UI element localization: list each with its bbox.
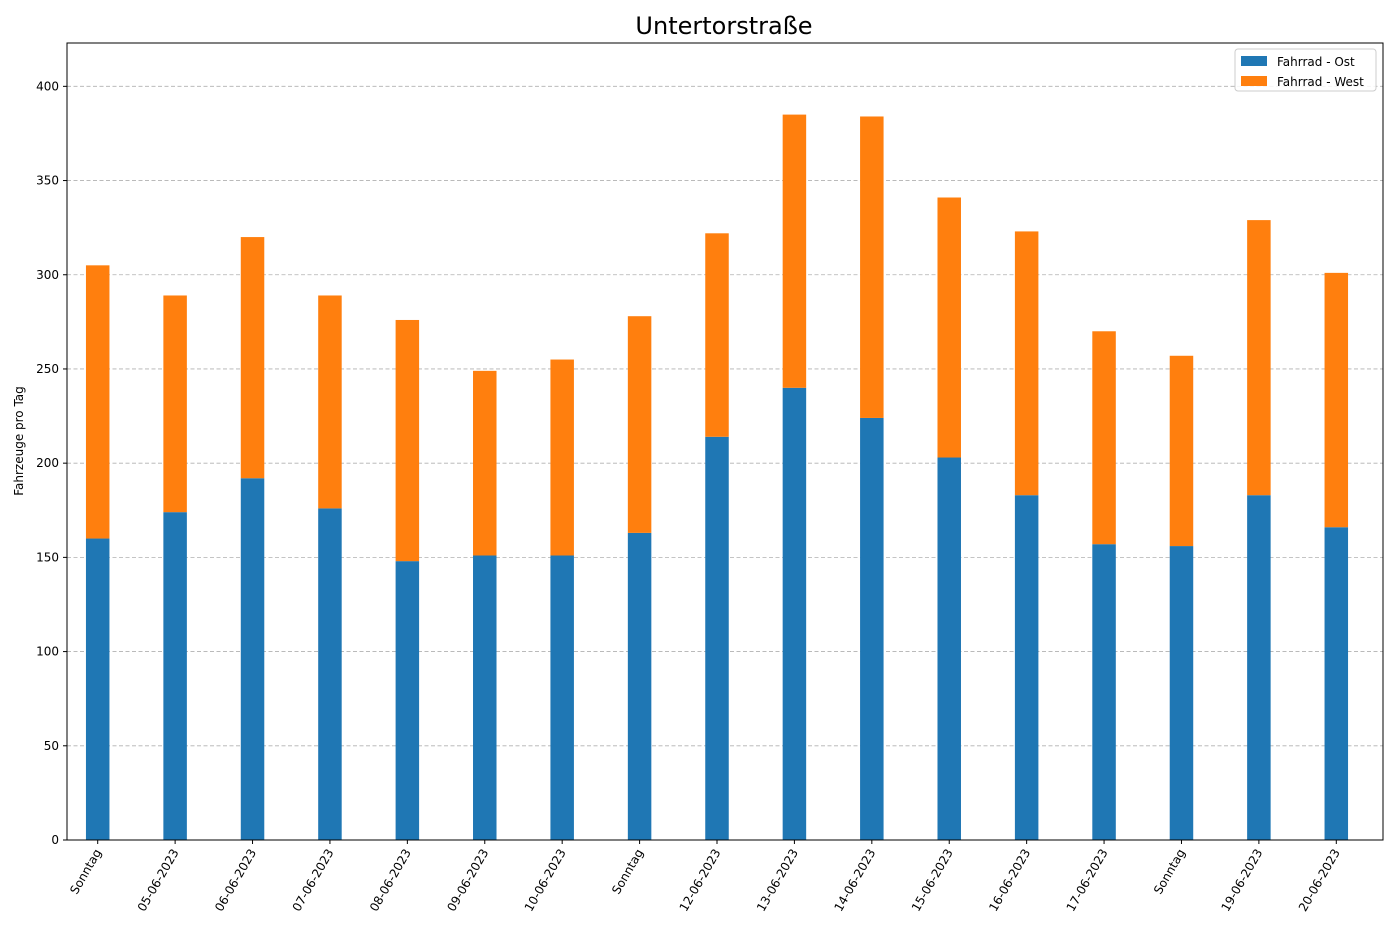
bar-west [705, 233, 729, 437]
bar-west [1169, 355, 1194, 547]
bar-ost [1247, 495, 1271, 840]
x-tick-label: 19-06-2023 [1218, 847, 1265, 914]
x-tick-label: 16-06-2023 [986, 847, 1033, 914]
x-tick-label: 10-06-2023 [522, 847, 569, 914]
x-tick-label: 07-06-2023 [290, 847, 337, 914]
x-tick-label: 08-06-2023 [367, 847, 414, 914]
y-tick-label: 350 [36, 174, 59, 188]
bar-ost [937, 457, 961, 840]
bar-ost [85, 538, 110, 840]
bar-west [473, 370, 497, 556]
x-tick-label: 06-06-2023 [212, 847, 259, 914]
bar-ost [550, 555, 574, 840]
y-tick-label: 100 [36, 645, 59, 659]
y-tick-label: 50 [44, 739, 59, 753]
bar-ost [1014, 495, 1039, 840]
y-tick-label: 300 [36, 268, 59, 282]
bar-west [240, 237, 265, 479]
bar-ost [163, 512, 187, 840]
bar-west [937, 197, 961, 458]
bar-ost [782, 387, 807, 840]
y-tick-label: 250 [36, 362, 59, 376]
bar-west [782, 114, 807, 388]
bar-ost [240, 478, 265, 840]
bar-ost [705, 436, 729, 840]
bar-ost [1324, 527, 1349, 840]
x-tick-label: 15-06-2023 [909, 847, 956, 914]
x-tick-label: 14-06-2023 [831, 847, 878, 914]
legend-label: Fahrrad - West [1277, 75, 1364, 89]
bar-west [85, 265, 110, 539]
bar-west [1324, 272, 1349, 528]
bar-ost [1169, 546, 1194, 840]
x-tick-label: 05-06-2023 [135, 847, 182, 914]
bar-ost [1092, 544, 1116, 840]
x-tick-label: Sonntag [67, 847, 104, 897]
bar-west [1247, 220, 1271, 496]
x-tick-label: 20-06-2023 [1296, 847, 1343, 914]
bar-west [550, 359, 574, 556]
bar-west [163, 295, 187, 513]
bar-west [318, 295, 342, 509]
bar-ost [860, 417, 884, 840]
legend-swatch [1241, 56, 1267, 66]
x-tick-label: 12-06-2023 [677, 847, 724, 914]
legend-swatch [1241, 76, 1267, 86]
chart-title: Untertorstraße [635, 12, 812, 40]
y-tick-label: 150 [36, 550, 59, 564]
legend: Fahrrad - Ost Fahrrad - West [1234, 48, 1377, 92]
y-axis-label: Fahrzeuge pro Tag [12, 386, 26, 496]
x-tick-label: 17-06-2023 [1064, 847, 1111, 914]
bar-ost [395, 561, 420, 840]
bar-west [1092, 331, 1116, 545]
bar-ost [473, 555, 497, 840]
x-tick-label: Sonntag [609, 847, 646, 897]
y-tick-label: 0 [51, 833, 59, 847]
y-tick-label: 400 [36, 79, 59, 93]
legend-label: Fahrrad - Ost [1277, 55, 1355, 69]
bar-west [860, 116, 884, 418]
y-axis: 0 50 100 150 200 250 300 350 400 [36, 79, 67, 847]
x-tick-label: 09-06-2023 [444, 847, 491, 914]
x-axis: Sonntag 05-06-2023 06-06-2023 07-06-2023 08-… [67, 840, 1343, 914]
bar-west [395, 319, 420, 562]
bar-ost [627, 532, 652, 840]
bar-west [627, 316, 652, 533]
plot-frame [66, 42, 1384, 841]
legend-box [1234, 48, 1377, 92]
x-tick-label: Sonntag [1151, 847, 1188, 897]
bar-west [1014, 231, 1039, 496]
bars [85, 114, 1349, 840]
bar-ost [318, 508, 342, 840]
y-tick-label: 200 [36, 456, 59, 470]
x-tick-label: 13-06-2023 [754, 847, 801, 914]
